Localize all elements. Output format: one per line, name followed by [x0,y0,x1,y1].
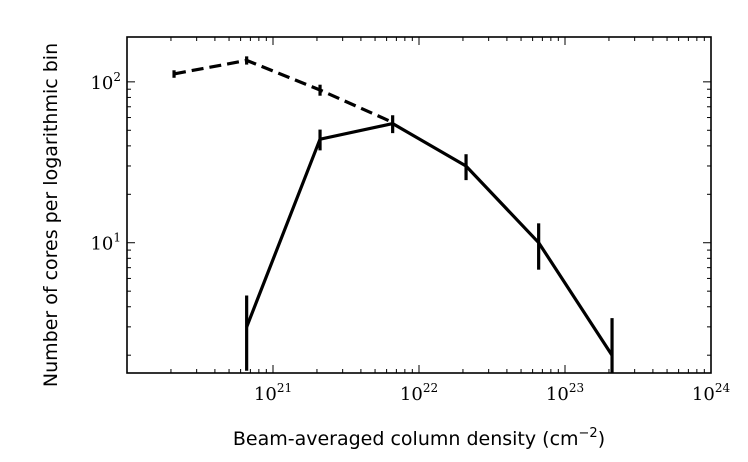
series-1 [172,56,394,124]
y-tick-label: 101 [90,231,121,255]
y-axis-label: Number of cores per logarithmic bin [40,43,62,387]
x-tick-label: 1023 [546,381,584,405]
y-tick-label: 102 [90,70,121,94]
tick-labels: 1021 1022 1023 1024 101 102 [90,70,730,405]
x-tick-label: 1021 [254,381,292,405]
series-line [173,58,394,124]
plot-frame [126,36,712,374]
series-2 [245,115,614,373]
series-line [245,121,614,357]
series-layer [172,56,614,373]
x-tick-label: 1022 [400,381,438,405]
x-axis-label: Beam-averaged column density (cm−2) [233,426,605,450]
x-tick-label: 1024 [692,381,731,405]
